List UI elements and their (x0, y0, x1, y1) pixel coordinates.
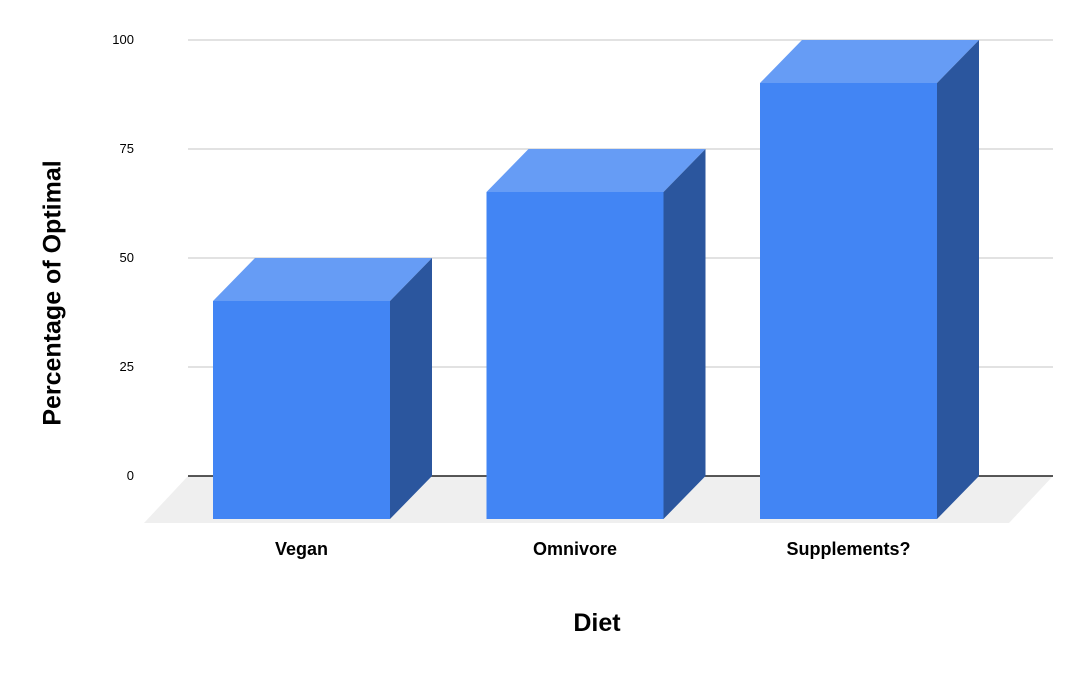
y-axis-title: Percentage of Optimal (38, 160, 67, 426)
bar-supplements[interactable] (760, 40, 979, 519)
y-tick-label: 75 (119, 141, 134, 156)
y-tick-label: 0 (126, 468, 134, 483)
bar-top-face (760, 40, 979, 83)
bar-side-face (937, 40, 979, 519)
y-tick-label: 100 (112, 32, 134, 47)
x-axis-title: Diet (573, 609, 621, 637)
bar-side-face (663, 149, 706, 519)
bar-side-face (390, 258, 432, 519)
bar-front-face (486, 192, 664, 519)
x-category-label: Omnivore (532, 539, 618, 559)
y-tick-label: 50 (119, 250, 134, 265)
bar-front-face (760, 83, 937, 519)
bar-vegan[interactable] (213, 258, 432, 519)
x-category-label: Supplements? (786, 539, 911, 559)
y-tick-label: 25 (119, 359, 134, 374)
x-category-label: Vegan (274, 539, 329, 559)
bar-front-face (213, 301, 390, 519)
bar-top-face (486, 149, 706, 192)
bar-omnivore[interactable] (486, 149, 706, 519)
bar-top-face (213, 258, 432, 301)
